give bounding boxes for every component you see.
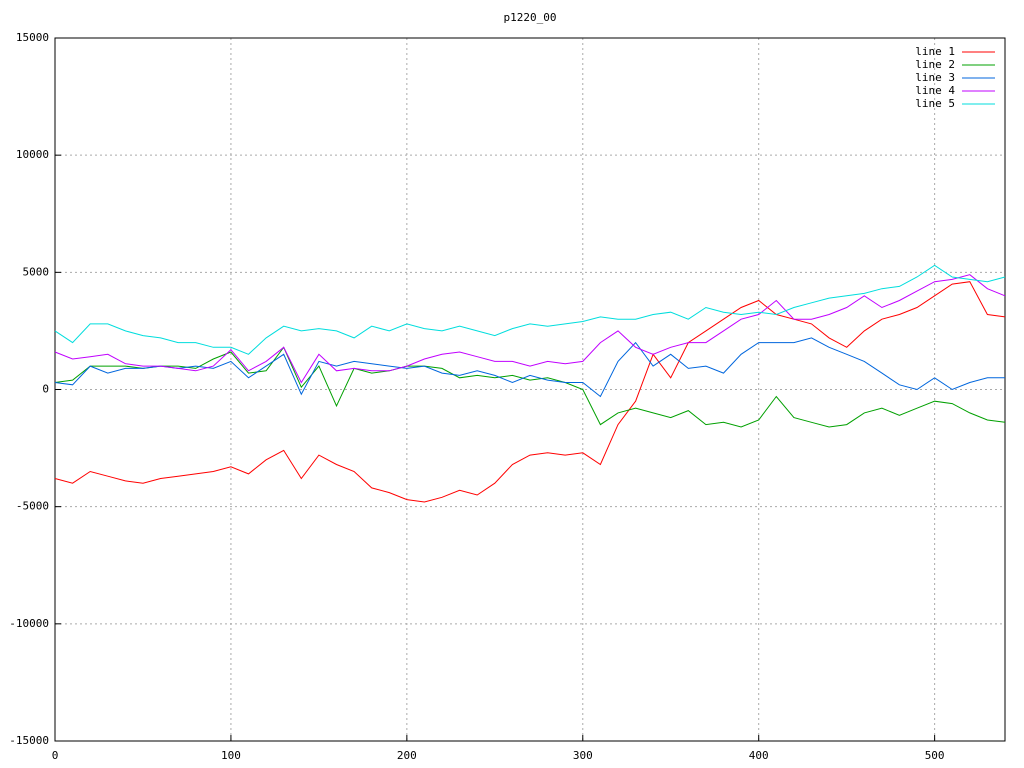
x-tick-label: 300 — [573, 749, 593, 762]
plot-frame — [54, 37, 1006, 742]
series-line — [54, 274, 1006, 384]
series-line — [54, 281, 1006, 503]
x-tick-label: 200 — [397, 749, 417, 762]
series-line — [54, 337, 1005, 398]
legend-label: line 4 — [915, 84, 955, 97]
legend-label: line 1 — [915, 45, 955, 58]
y-tick-label: -10000 — [9, 617, 49, 630]
y-tick-label: 10000 — [16, 148, 49, 161]
legend-label: line 2 — [915, 58, 955, 71]
legend-label: line 3 — [915, 71, 955, 84]
legend-label: line 5 — [915, 97, 955, 110]
y-tick-label: 5000 — [23, 265, 50, 278]
y-tick-label: 15000 — [16, 31, 49, 44]
y-tick-label: -5000 — [16, 500, 49, 513]
series-line — [54, 264, 1006, 355]
chart-title: p1220_00 — [504, 11, 557, 24]
x-tick-label: 0 — [52, 749, 59, 762]
x-tick-label: 500 — [925, 749, 945, 762]
x-tick-label: 400 — [749, 749, 769, 762]
series-line — [54, 346, 1006, 428]
y-tick-label: 0 — [42, 383, 49, 396]
x-tick-label: 100 — [221, 749, 241, 762]
y-tick-label: -15000 — [9, 734, 49, 747]
